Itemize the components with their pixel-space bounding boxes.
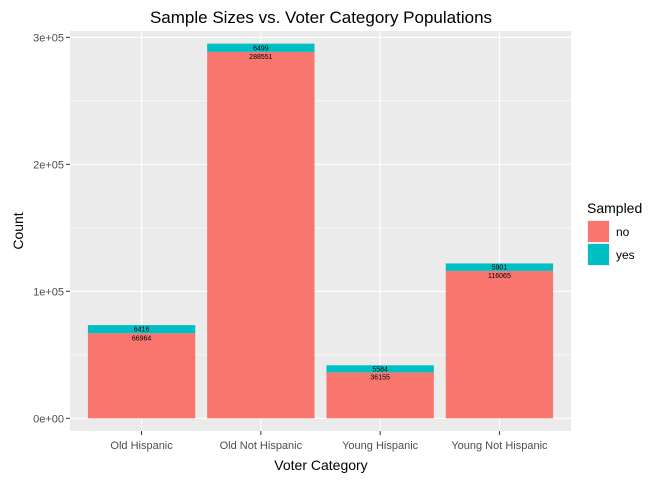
bar-no xyxy=(87,333,196,419)
bar-no xyxy=(207,51,315,419)
x-tick-label: Young Not Hispanic xyxy=(451,440,548,452)
bars xyxy=(87,43,554,419)
bar-no xyxy=(326,372,434,419)
legend-swatch-yes xyxy=(588,244,609,265)
bar-yes xyxy=(445,263,554,271)
bar-label-yes: 5584 xyxy=(372,366,388,373)
legend-title: Sampled xyxy=(587,200,642,216)
x-axis-title: Voter Category xyxy=(274,457,367,473)
y-tick-label: 3e+05 xyxy=(33,32,64,44)
bar-label-no: 66964 xyxy=(132,335,152,342)
y-tick-label: 0e+00 xyxy=(33,413,64,425)
bar-label-yes: 6499 xyxy=(253,45,269,52)
bar-label-no: 116065 xyxy=(488,273,511,280)
legend: Sampled no yes xyxy=(587,200,642,266)
legend-label-no: no xyxy=(616,225,630,239)
chart-title: Sample Sizes vs. Voter Category Populati… xyxy=(150,8,492,27)
x-tick-label: Old Not Hispanic xyxy=(220,440,303,452)
x-tick-label: Old Hispanic xyxy=(110,440,173,452)
y-axis-title: Count xyxy=(10,212,26,249)
x-tick-label: Young Hispanic xyxy=(342,440,419,452)
bar-label-no: 36155 xyxy=(370,374,390,381)
y-tick-label: 1e+05 xyxy=(33,286,64,298)
bar-yes xyxy=(87,325,196,334)
bar-yes xyxy=(326,365,434,373)
legend-swatch-no xyxy=(588,221,609,242)
bar-label-yes: 6416 xyxy=(134,327,150,334)
bar-yes xyxy=(207,43,315,52)
bar-label-no: 288551 xyxy=(249,54,272,61)
bar-no xyxy=(445,270,554,419)
x-axis: Old Hispanic Old Not Hispanic Young Hispan… xyxy=(110,431,548,452)
y-axis: 0e+00 1e+05 2e+05 3e+05 xyxy=(33,32,70,425)
bar-label-yes: 5901 xyxy=(492,265,508,272)
y-tick-label: 2e+05 xyxy=(33,159,64,171)
legend-label-yes: yes xyxy=(616,248,635,262)
